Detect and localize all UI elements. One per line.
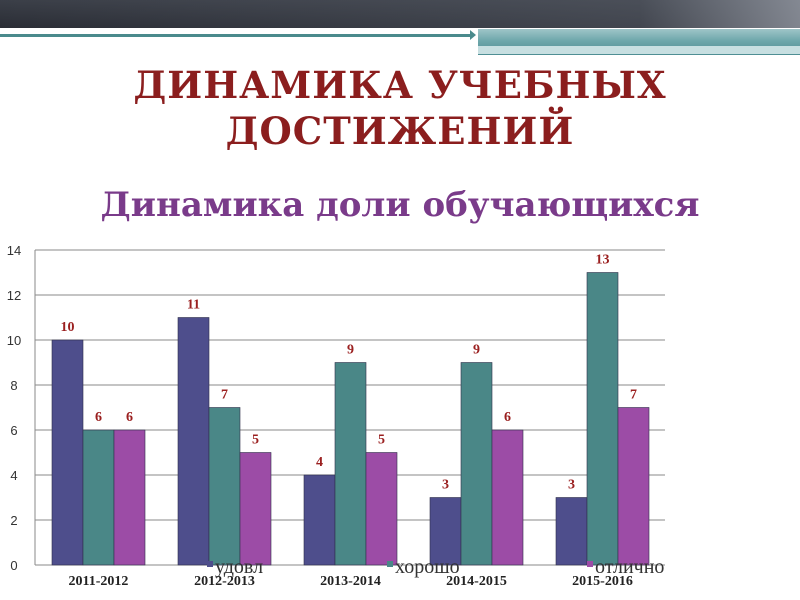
- bar: [586, 272, 619, 566]
- y-tick-label: 14: [7, 243, 21, 258]
- legend-label: хорошо: [395, 556, 460, 578]
- bar: [460, 362, 493, 566]
- x-tick-label: 2014-2015: [446, 574, 507, 589]
- bar-value-label: 7: [221, 388, 228, 403]
- legend-swatch: [207, 561, 213, 567]
- bar: [239, 452, 272, 566]
- x-tick-label: 2011-2012: [69, 574, 129, 589]
- bar-value-label: 4: [316, 455, 323, 470]
- y-tick-label: 8: [10, 378, 17, 393]
- legend-label: удовл: [215, 556, 263, 578]
- bar-value-label: 6: [126, 410, 133, 425]
- accent-bar-lower: [478, 46, 800, 54]
- bar-value-label: 3: [568, 478, 575, 493]
- y-tick-label: 4: [10, 468, 17, 483]
- bar-value-label: 9: [347, 343, 354, 358]
- bar: [113, 429, 146, 566]
- slide-title-line1: ДИНАМИКА УЧЕБНЫХ: [133, 63, 667, 107]
- y-tick-label: 12: [7, 288, 21, 303]
- header-band-glow: [0, 0, 800, 28]
- y-tick-label: 0: [10, 558, 17, 573]
- x-tick-label: 2015-2016: [572, 574, 633, 589]
- bar-value-label: 5: [378, 433, 385, 448]
- x-tick-label: 2012-2013: [194, 574, 255, 589]
- bar-value-label: 6: [95, 410, 102, 425]
- bar-value-label: 3: [442, 478, 449, 493]
- bar: [51, 339, 84, 566]
- bar: [491, 429, 524, 566]
- bar: [555, 497, 588, 566]
- bar-value-label: 7: [630, 388, 637, 403]
- y-tick-label: 10: [7, 333, 21, 348]
- x-tick-label: 2013-2014: [320, 574, 381, 589]
- bar: [429, 497, 462, 566]
- legend-swatch: [387, 561, 393, 567]
- bar: [334, 362, 367, 566]
- bar-value-label: 10: [61, 320, 75, 335]
- legend-label: отлично: [595, 556, 664, 578]
- accent-line: [0, 34, 470, 37]
- bar: [177, 317, 210, 566]
- slide-subtitle: Динамика доли обучающихся: [100, 185, 700, 225]
- bar-value-label: 5: [252, 433, 259, 448]
- bar: [303, 474, 336, 566]
- y-tick-label: 6: [10, 423, 17, 438]
- bar-value-label: 13: [596, 253, 610, 268]
- legend-swatch: [587, 561, 593, 567]
- bar-value-label: 6: [504, 410, 511, 425]
- bar: [617, 407, 650, 566]
- bar-chart: 0 2 4 6 8 10 12 14 10 6 6 2011-2012 11 7 5 2012-2013 4 9 5…: [7, 243, 665, 589]
- bar: [365, 452, 398, 566]
- bar-value-label: 11: [187, 298, 200, 313]
- accent-arrow: [470, 30, 476, 40]
- bar: [208, 407, 241, 566]
- bar-value-label: 9: [473, 343, 480, 358]
- slide-title-line2: ДОСТИЖЕНИЙ: [225, 109, 575, 153]
- slide-title: ДИНАМИКА УЧЕБНЫХ ДОСТИЖЕНИЙ: [0, 62, 800, 154]
- y-tick-label: 2: [10, 513, 17, 528]
- bar: [82, 429, 115, 566]
